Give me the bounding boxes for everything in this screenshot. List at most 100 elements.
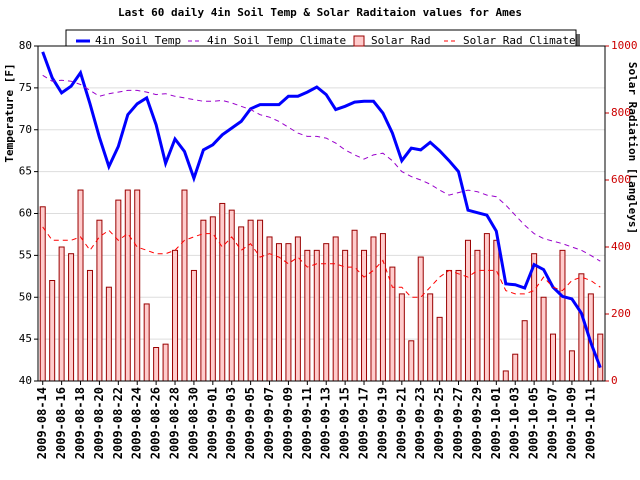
y-tick-label: 75 — [19, 81, 32, 94]
x-tick-label: 2009-08-30 — [186, 387, 200, 459]
x-tick-label: 2009-09-23 — [413, 387, 427, 459]
x-tick-label: 2009-08-28 — [168, 387, 182, 459]
y-tick-label: 55 — [19, 248, 32, 261]
bar — [398, 293, 405, 382]
bar — [162, 343, 169, 382]
x-tick-label: 2009-08-20 — [92, 387, 106, 459]
line — [42, 226, 601, 298]
bar — [597, 333, 604, 382]
bar — [190, 269, 197, 382]
bar — [209, 216, 216, 382]
legend-label: Solar Rad — [371, 34, 431, 47]
x-tick-label: 2009-10-03 — [508, 387, 522, 459]
bar — [417, 256, 424, 382]
y-tick-label: 50 — [19, 290, 32, 303]
legend-label: 4in Soil Temp — [95, 34, 181, 47]
legend-label: Solar Rad Climate — [463, 34, 576, 47]
bar — [134, 189, 141, 382]
x-tick-label: 2009-09-15 — [338, 387, 352, 459]
line — [41, 51, 602, 369]
bar — [427, 293, 434, 382]
x-tick-label: 2009-09-13 — [319, 387, 333, 459]
y2-tick-label: 600 — [611, 173, 631, 186]
bar — [578, 273, 585, 382]
y2-tick-label: 800 — [611, 106, 631, 119]
legend: 4in Soil Temp 4in Soil Temp Climate Solar … — [76, 34, 576, 47]
bar — [275, 243, 282, 382]
bar — [483, 233, 490, 382]
bar — [105, 286, 112, 382]
bar — [379, 233, 386, 382]
bar — [219, 202, 226, 382]
y-tick-label: 70 — [19, 123, 32, 136]
bar — [153, 347, 160, 382]
bar — [39, 206, 46, 382]
bar — [512, 353, 519, 382]
y-tick-label: 60 — [19, 207, 32, 220]
y2-tick-label: 200 — [611, 307, 631, 320]
x-tick-label: 2009-09-19 — [375, 387, 389, 459]
bar — [474, 249, 481, 382]
y-tick-label: 80 — [19, 39, 32, 52]
y2-tick-label: 1000 — [611, 39, 638, 52]
x-tick-label: 2009-10-07 — [546, 387, 560, 459]
bar — [502, 370, 509, 382]
bar — [342, 249, 349, 382]
x-tick-label: 2009-08-14 — [35, 387, 49, 459]
bar — [568, 350, 575, 382]
plot-frame — [37, 45, 606, 382]
bar — [550, 333, 557, 382]
x-tick-label: 2009-08-16 — [54, 387, 68, 459]
x-tick-label: 2009-08-26 — [149, 387, 163, 459]
bar — [124, 189, 131, 382]
x-tick-label: 2009-08-22 — [111, 387, 125, 459]
bar — [332, 236, 339, 382]
x-tick-label: 2009-09-21 — [394, 387, 408, 459]
x-tick-label: 2009-09-25 — [432, 387, 446, 459]
x-tick-label: 2009-09-29 — [470, 387, 484, 459]
bar — [172, 249, 179, 382]
x-tick-label: 2009-10-09 — [564, 387, 578, 459]
legend-swatch — [353, 35, 365, 47]
bar — [370, 236, 377, 382]
bar — [464, 239, 471, 382]
bar — [313, 249, 320, 382]
bar — [455, 269, 462, 382]
legend-label: 4in Soil Temp Climate — [207, 34, 346, 47]
y-axis-label: Temperature [F] — [3, 63, 16, 162]
x-tick-label: 2009-09-09 — [281, 387, 295, 459]
bar — [96, 219, 103, 382]
bar — [257, 219, 264, 382]
x-tick-label: 2009-09-17 — [357, 387, 371, 459]
x-tick-label: 2009-09-05 — [243, 387, 257, 459]
y-tick-label: 40 — [19, 374, 32, 387]
y2-tick-label: 400 — [611, 240, 631, 253]
y-tick-label: 45 — [19, 332, 32, 345]
bar — [58, 246, 65, 382]
x-tick-label: 2009-08-24 — [130, 387, 144, 459]
y-tick-label: 65 — [19, 165, 32, 178]
x-tick-label: 2009-10-11 — [583, 387, 597, 459]
bar — [228, 209, 235, 382]
y2-axis-label: Solar Radiation [Langleys] — [626, 62, 639, 234]
bar — [436, 316, 443, 382]
x-tick-label: 2009-08-18 — [73, 387, 87, 459]
bar — [389, 266, 396, 382]
bar — [143, 303, 150, 382]
bar — [559, 249, 566, 382]
bar — [238, 226, 245, 382]
x-tick-label: 2009-09-07 — [262, 387, 276, 459]
bar — [77, 189, 84, 382]
bar — [86, 269, 93, 382]
x-tick-label: 2009-09-11 — [300, 387, 314, 459]
bar — [49, 280, 56, 382]
bar — [68, 253, 75, 382]
bar — [540, 296, 547, 382]
bar — [493, 239, 500, 382]
x-tick-label: 2009-09-03 — [224, 387, 238, 459]
line — [42, 74, 601, 262]
bar — [115, 199, 122, 382]
x-tick-label: 2009-10-01 — [489, 387, 503, 459]
x-tick-label: 2009-09-27 — [451, 387, 465, 459]
